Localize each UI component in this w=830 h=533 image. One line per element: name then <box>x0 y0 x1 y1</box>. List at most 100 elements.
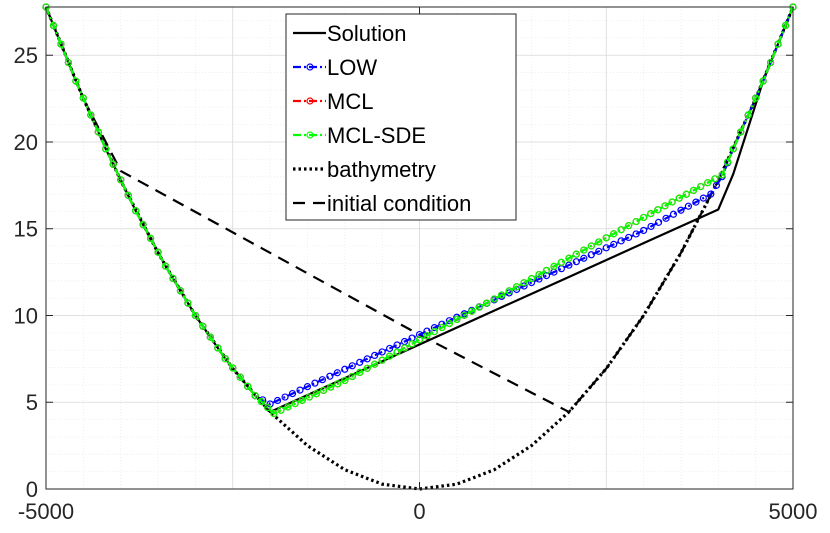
legend-entry-bathymetry: bathymetry <box>293 157 436 182</box>
legend-label-low: LOW <box>327 55 377 80</box>
data-point-low <box>699 194 707 202</box>
data-point-mcl-sde <box>206 333 214 341</box>
data-point-mcl-sde <box>146 234 155 242</box>
data-point-mcl-sde <box>132 207 140 215</box>
legend-marker-mcl <box>306 97 314 105</box>
data-point-mcl-sde <box>371 360 379 368</box>
legend-entry-solution: Solution <box>293 21 407 46</box>
data-point-mcl-sde <box>270 409 278 418</box>
data-point-mcl-sde <box>632 217 640 226</box>
data-point-mcl-sde <box>724 158 732 166</box>
data-point-mcl-sde <box>587 242 595 250</box>
data-point-mcl-sde <box>109 160 117 168</box>
x-tick-label: -5000 <box>18 499 74 524</box>
data-point-low <box>587 251 595 259</box>
data-point-low <box>333 369 341 377</box>
data-point-low <box>296 386 304 394</box>
data-point-mcl-sde <box>57 40 65 48</box>
data-point-low <box>669 210 678 218</box>
data-point-mcl-sde <box>312 390 321 398</box>
legend-label-initial-condition: initial condition <box>327 191 471 216</box>
legend-entries: Solution LOW MCL MCL-SDE bathymetry initial c… <box>293 21 471 216</box>
x-axis-tick-labels: -5000 0 5000 <box>18 499 818 524</box>
legend-label-solution: Solution <box>327 21 407 46</box>
data-point-mcl-sde <box>752 94 760 102</box>
data-point-mcl-sde <box>498 291 506 299</box>
data-point-mcl-sde <box>682 190 690 198</box>
data-point-mcl-sde <box>79 94 87 102</box>
data-point-low <box>707 190 715 198</box>
data-point-low <box>684 202 693 210</box>
legend-marker-low <box>306 63 314 71</box>
data-point-low <box>542 271 551 280</box>
legend-label-mcl: MCL <box>327 89 373 114</box>
data-point-mcl-sde <box>184 299 192 307</box>
data-point-mcl-sde <box>468 307 476 315</box>
data-point-mcl-sde <box>595 238 603 246</box>
data-point-mcl-sde <box>625 222 633 230</box>
series-initial-condition <box>44 6 795 414</box>
data-point-mcl-sde <box>154 248 162 256</box>
data-point-mcl-sde <box>229 364 237 372</box>
data-point-mcl-sde <box>580 246 588 254</box>
data-point-mcl-sde <box>386 352 394 360</box>
data-point-mcl-sde <box>117 176 125 184</box>
data-point-mcl-sde <box>139 220 147 229</box>
data-point-mcl-sde <box>72 77 80 85</box>
data-point-mcl-sde <box>617 226 625 234</box>
data-point-mcl-sde <box>535 270 543 279</box>
data-point-low <box>632 230 640 238</box>
data-point-mcl-sde <box>610 230 618 238</box>
data-point-mcl-sde <box>737 128 745 136</box>
data-point-mcl-sde <box>334 380 342 388</box>
y-tick-label: 10 <box>14 303 38 328</box>
data-point-low <box>348 362 356 370</box>
data-point-low <box>415 330 424 339</box>
data-point-mcl-sde <box>513 283 521 291</box>
data-point-mcl-sde <box>341 376 349 385</box>
data-point-mcl-sde <box>423 332 431 340</box>
series-mcl-sde <box>42 3 797 418</box>
series-line-mcl-sde <box>44 6 795 415</box>
data-point-low <box>565 261 573 269</box>
data-point-mcl-sde <box>729 145 737 153</box>
data-point-mcl-sde <box>661 202 669 210</box>
series-line-bathymetry <box>44 6 795 491</box>
data-point-mcl-sde <box>124 191 132 199</box>
data-point-low <box>602 244 610 252</box>
data-point-mcl-sde <box>305 393 313 401</box>
data-point-mcl-sde <box>348 372 356 381</box>
data-point-mcl-sde <box>356 368 364 376</box>
data-point-mcl-sde <box>475 303 483 311</box>
data-point-mcl-sde <box>704 179 712 187</box>
data-point-mcl-sde <box>191 311 199 320</box>
legend-box <box>285 13 517 221</box>
data-point-mcl-sde <box>408 340 416 348</box>
data-point-low <box>617 237 625 245</box>
data-point-mcl-sde <box>284 403 292 411</box>
data-point-low <box>273 396 282 405</box>
legend-label-mcl-sde: MCL-SDE <box>327 123 426 148</box>
data-point-low <box>610 240 618 248</box>
y-tick-label: 25 <box>14 43 38 68</box>
data-point-low <box>363 355 371 363</box>
data-point-low <box>535 275 543 283</box>
data-point-mcl-sde <box>400 344 409 352</box>
data-point-low <box>356 358 364 366</box>
data-point-low <box>393 341 401 349</box>
data-point-low <box>662 214 670 222</box>
data-point-low <box>318 376 326 384</box>
data-point-mcl-sde <box>291 400 299 408</box>
data-point-low <box>625 233 633 242</box>
data-point-mcl-sde <box>542 266 551 275</box>
data-point-low <box>326 372 334 380</box>
data-point-mcl-sde <box>49 21 58 30</box>
data-point-low <box>281 393 289 401</box>
data-point-low <box>371 351 379 359</box>
data-point-low <box>692 198 700 206</box>
y-tick-label: 20 <box>14 130 38 155</box>
data-point-mcl-sde <box>445 319 453 328</box>
data-point-mcl-sde <box>415 336 424 344</box>
data-point-mcl-sde <box>460 311 468 319</box>
data-point-mcl-sde <box>639 213 648 222</box>
